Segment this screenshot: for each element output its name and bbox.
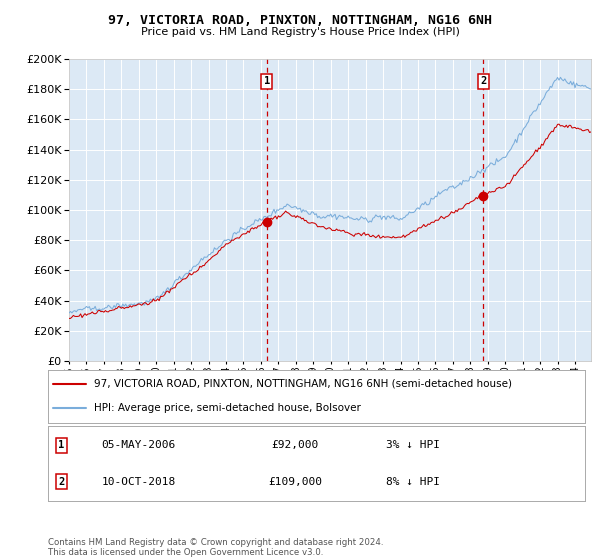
Text: 1: 1	[263, 77, 270, 86]
Text: £92,000: £92,000	[271, 440, 319, 450]
Text: 3% ↓ HPI: 3% ↓ HPI	[386, 440, 440, 450]
Text: 10-OCT-2018: 10-OCT-2018	[102, 477, 176, 487]
Text: 1: 1	[58, 440, 65, 450]
Text: Price paid vs. HM Land Registry's House Price Index (HPI): Price paid vs. HM Land Registry's House …	[140, 27, 460, 37]
Text: £109,000: £109,000	[268, 477, 322, 487]
Text: 8% ↓ HPI: 8% ↓ HPI	[386, 477, 440, 487]
Text: 2: 2	[480, 77, 487, 86]
Text: HPI: Average price, semi-detached house, Bolsover: HPI: Average price, semi-detached house,…	[94, 403, 361, 413]
Text: 97, VICTORIA ROAD, PINXTON, NOTTINGHAM, NG16 6NH: 97, VICTORIA ROAD, PINXTON, NOTTINGHAM, …	[108, 14, 492, 27]
Text: 05-MAY-2006: 05-MAY-2006	[102, 440, 176, 450]
Text: Contains HM Land Registry data © Crown copyright and database right 2024.
This d: Contains HM Land Registry data © Crown c…	[48, 538, 383, 557]
Text: 2: 2	[58, 477, 65, 487]
Text: 97, VICTORIA ROAD, PINXTON, NOTTINGHAM, NG16 6NH (semi-detached house): 97, VICTORIA ROAD, PINXTON, NOTTINGHAM, …	[94, 379, 512, 389]
